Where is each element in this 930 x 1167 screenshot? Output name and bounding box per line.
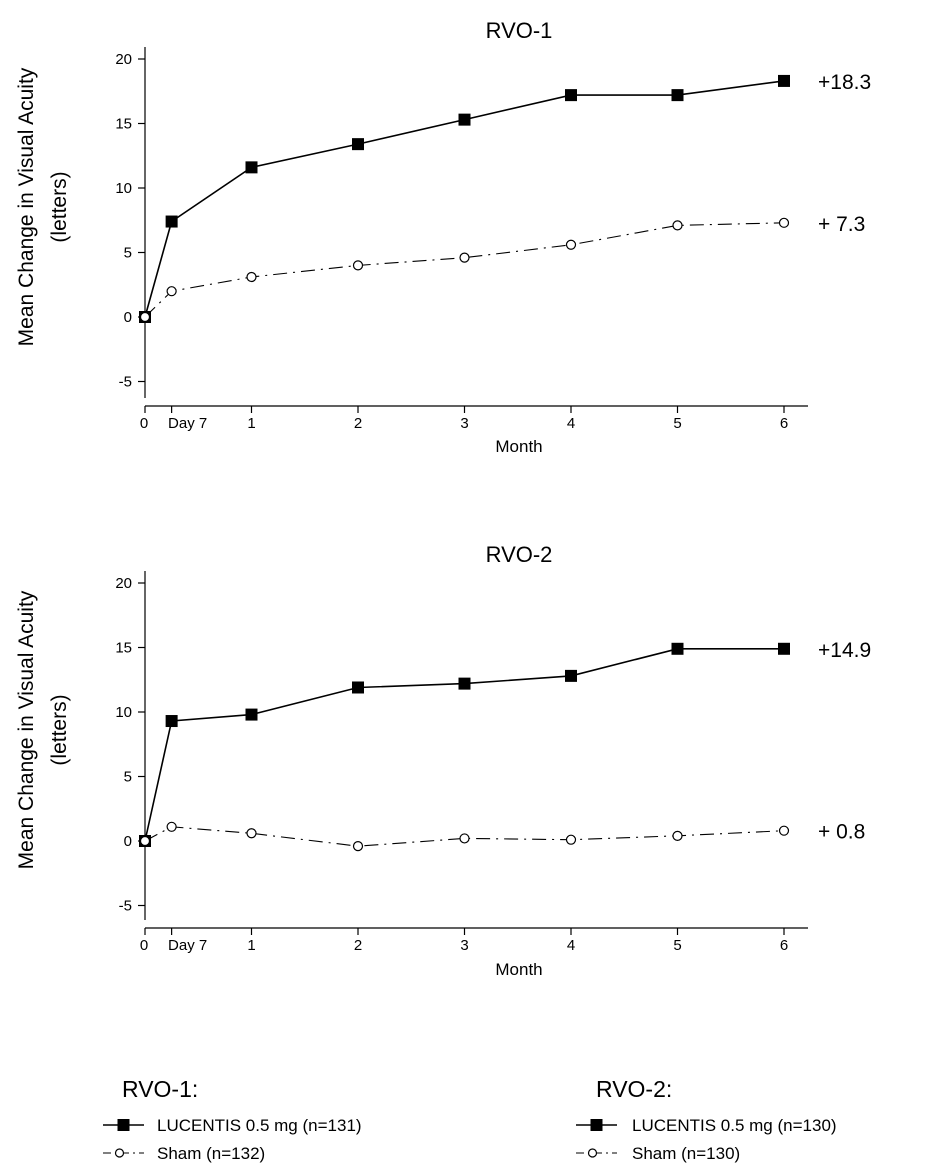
data-point-sham [352,260,364,271]
y-tick-label: 10 [115,180,132,197]
legend-label-sham: Sham (n=132) [157,1144,265,1163]
x-axis-label: Month [495,960,542,979]
series-line-lucentis [144,80,785,318]
data-point-lucentis [565,89,577,102]
x-tick-label: 2 [354,937,362,954]
y-axis-label: Mean Change in Visual Acuity [15,590,38,869]
data-point-sham [166,286,177,297]
y-tick-label: 15 [115,640,132,657]
legend-marker-sham [114,1148,125,1158]
data-point-lucentis [458,113,471,126]
data-point-sham [139,311,151,323]
end-value-label: +18.3 [818,71,871,94]
data-point-sham [565,834,577,845]
data-point-lucentis [165,715,178,728]
chart-2: RVO-2 -5 0 5 10 15 20 0 Day 7 1 2 3 4 5 6 Month Mean Cha… [15,542,871,979]
end-value-label: + 0.8 [818,821,865,844]
legend-group-1: RVO-1: LUCENTIS 0.5 mg (n=131) Sham (n=132… [103,1076,362,1163]
chart-title: RVO-1 [486,18,553,43]
data-point-lucentis [565,669,577,682]
legend-label-sham: Sham (n=130) [632,1144,740,1163]
data-point-lucentis [245,161,258,174]
legend-label-lucentis: LUCENTIS 0.5 mg (n=131) [157,1116,362,1135]
legend-marker-lucentis [590,1119,603,1131]
data-point-sham [672,220,683,231]
x-tick-label: 4 [567,415,575,432]
y-tick-label: 5 [124,245,132,262]
y-tick-label: 20 [115,575,132,592]
data-point-sham [778,217,790,228]
y-tick-label: -5 [119,898,132,915]
legend-heading: RVO-2: [596,1076,672,1102]
data-point-lucentis [671,89,684,102]
x-tick-label: 5 [673,415,681,432]
y-tick-label: 15 [115,116,132,133]
data-point-sham [672,830,683,841]
x-axis-label: Month [495,437,542,456]
end-value-label: + 7.3 [818,213,865,236]
x-tick-label: 0 [140,415,148,432]
series-line-sham [144,222,785,318]
y-tick-label: 10 [115,704,132,721]
y-tick-label: 20 [115,51,132,68]
legend-marker-sham [587,1148,598,1158]
chart-title: RVO-2 [486,542,553,567]
data-point-sham [139,835,151,847]
y-axis-label-units: (letters) [48,694,71,765]
data-point-lucentis [778,74,790,87]
y-axis-label-units: (letters) [48,171,71,242]
y-tick-label: 5 [124,769,132,786]
data-point-sham [565,239,577,250]
x-tick-label: 3 [460,937,468,954]
legend-marker-lucentis [117,1119,130,1131]
series-line-lucentis [144,648,784,842]
legend-heading: RVO-1: [122,1076,198,1102]
x-tick-label: 6 [780,937,788,954]
data-point-sham [459,833,470,844]
data-point-lucentis [671,642,684,655]
data-point-lucentis [352,681,364,694]
x-tick-label: 1 [247,937,255,954]
x-tick-label: Day 7 [168,415,207,432]
y-tick-label: 0 [124,833,132,850]
x-tick-label: 0 [140,937,148,954]
data-point-sham [778,825,790,836]
y-tick-label: 0 [124,309,132,326]
data-point-lucentis [245,708,258,721]
data-point-sham [459,252,470,263]
data-point-sham [246,828,257,839]
legend-label-lucentis: LUCENTIS 0.5 mg (n=130) [632,1116,837,1135]
data-point-sham [352,841,364,852]
data-point-lucentis [458,677,471,690]
chart-1: RVO-1 -5 0 5 10 15 20 0 Day 7 1 2 3 4 5 6 Month Mean Cha… [15,18,871,456]
data-point-sham [166,821,177,832]
x-tick-label: 5 [673,937,681,954]
end-value-label: +14.9 [818,639,871,662]
x-tick-label: 3 [460,415,468,432]
x-tick-label: 1 [247,415,255,432]
legend-group-2: RVO-2: LUCENTIS 0.5 mg (n=130) Sham (n=130… [576,1076,837,1163]
data-point-lucentis [352,138,364,151]
x-tick-label: 2 [354,415,362,432]
data-point-sham [246,271,257,283]
y-tick-label: -5 [119,374,132,391]
x-tick-label: 4 [567,937,575,954]
data-point-lucentis [165,215,178,228]
y-axis-label: Mean Change in Visual Acuity [15,67,38,346]
x-tick-label: Day 7 [168,937,207,954]
data-point-lucentis [778,642,790,655]
x-tick-label: 6 [780,415,788,432]
